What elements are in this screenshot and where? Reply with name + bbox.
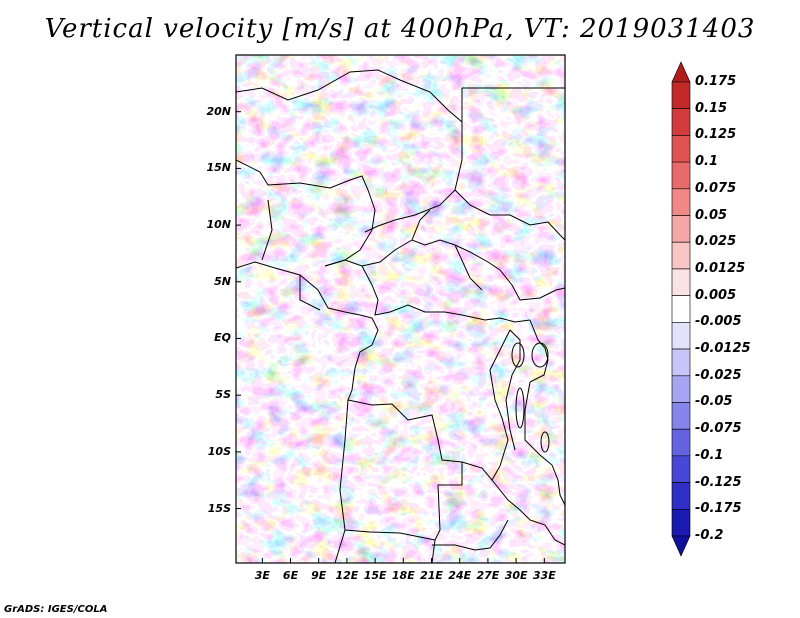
colorbar-swatch [671, 188, 691, 216]
lon-tick-label: 9E [311, 569, 327, 582]
colorbar-swatch [671, 135, 691, 163]
colorbar-level-label: -0.175 [695, 501, 742, 517]
colorbar-swatch [671, 295, 691, 323]
colorbar-level-label: -0.075 [695, 421, 742, 437]
colorbar-level-label: 0.0125 [695, 260, 746, 276]
velocity-field [236, 55, 565, 563]
colorbar-level-label: -0.005 [695, 314, 742, 330]
lat-tick-label: 20N [206, 104, 231, 118]
colorbar-swatch [671, 428, 691, 457]
lon-ticks [261, 558, 545, 563]
colorbar-swatch [671, 161, 691, 190]
colorbar-swatch [671, 482, 691, 510]
lon-tick-label: 3E [254, 569, 270, 582]
colorbar-swatch [671, 215, 691, 243]
colorbar-swatch [671, 81, 691, 110]
colorbar-level-label: -0.1 [695, 447, 724, 463]
lon-tick-label: 6E [282, 569, 299, 582]
lon-tick-label: 27E [476, 569, 500, 582]
colorbar-level-label: 0.025 [695, 234, 737, 250]
colorbar [671, 61, 691, 557]
lakes [511, 342, 550, 453]
colorbar-swatch [671, 268, 691, 296]
colorbar-swatch [671, 241, 691, 270]
lon-tick-label: 24E [448, 569, 472, 582]
colorbar-level-label: -0.125 [695, 474, 742, 490]
colorbar-swatch [671, 61, 691, 83]
lat-tick-label: 15S [207, 501, 231, 515]
colorbar-level-label: 0.1 [695, 154, 719, 170]
colorbar-swatch [671, 455, 691, 483]
colorbar-level-label: 0.15 [695, 100, 728, 116]
lat-tick-label: 5S [215, 388, 231, 402]
lon-tick-label: 12E [335, 569, 359, 582]
colorbar-swatch [671, 375, 691, 403]
colorbar-swatch [671, 402, 691, 430]
colorbar-level-label: -0.05 [695, 394, 733, 410]
lon-tick-label: 21E [420, 569, 443, 582]
lon-tick-label: 15E [363, 569, 387, 582]
colorbar-swatch [671, 508, 691, 537]
chart-title: Vertical velocity [m/s] at 400hPa, VT: 2… [44, 14, 756, 44]
lat-tick-label: 10N [206, 218, 231, 232]
credit-label: GrADS: IGES/COLA [4, 604, 108, 615]
country-borders [236, 69, 565, 563]
colorbar-level-label: 0.05 [695, 207, 728, 223]
lon-tick-label: 18E [391, 569, 415, 582]
colorbar-level-label: 0.175 [695, 74, 737, 89]
colorbar-level-label: -0.0125 [695, 341, 751, 357]
colorbar-swatch [671, 108, 691, 136]
map-frame [235, 54, 566, 564]
lat-tick-label: EQ [214, 331, 231, 345]
lat-ticks [236, 111, 241, 510]
colorbar-level-label: 0.005 [695, 287, 737, 303]
lat-tick-label: 5N [214, 274, 231, 288]
colorbar-swatch [671, 348, 691, 377]
lat-tick-label: 15N [206, 161, 231, 175]
colorbar-level-label: -0.025 [695, 367, 742, 383]
colorbar-swatch [671, 535, 691, 557]
colorbar-level-label: 0.125 [695, 127, 737, 143]
lon-tick-label: 30E [504, 569, 528, 582]
lat-tick-label: 10S [207, 444, 231, 458]
lon-tick-label: 33E [532, 569, 556, 582]
colorbar-level-label: -0.2 [695, 528, 724, 543]
colorbar-level-label: 0.075 [695, 180, 737, 196]
colorbar-swatch [671, 322, 691, 350]
